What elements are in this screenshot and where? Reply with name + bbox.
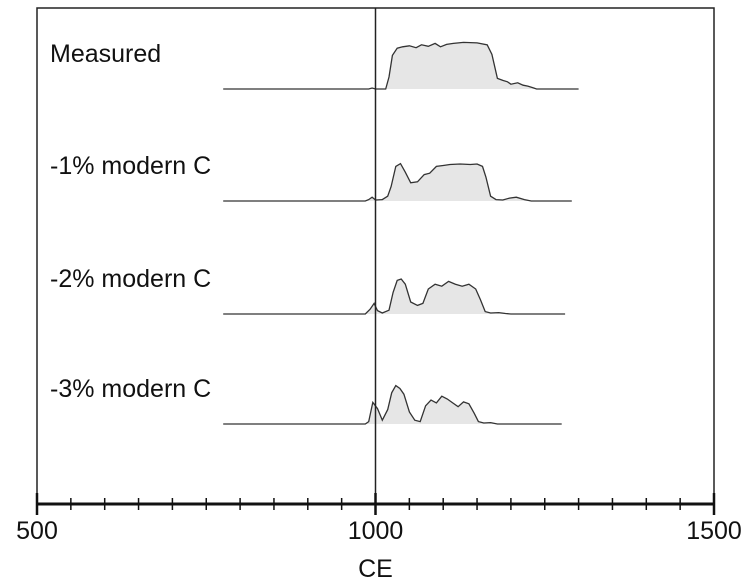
series-area — [223, 385, 562, 424]
x-tick-label: 1000 — [348, 517, 404, 545]
x-ticks-group: 500 1000 1500 — [16, 493, 742, 545]
x-axis-label: CE — [358, 555, 393, 583]
series-4: -3% modern C — [50, 375, 562, 425]
series-3: -2% modern C — [50, 265, 566, 315]
series-area — [223, 42, 579, 89]
series-label: Measured — [50, 40, 161, 68]
series-label: -3% modern C — [50, 375, 211, 403]
series-label: -2% modern C — [50, 265, 211, 293]
series-line — [223, 384, 562, 425]
series-area — [223, 163, 572, 201]
x-tick-label: 500 — [16, 517, 58, 545]
series-label: -1% modern C — [50, 152, 211, 180]
series-line — [223, 41, 579, 90]
series-line — [223, 162, 572, 202]
series-line — [223, 278, 566, 315]
series-area — [223, 279, 566, 314]
series-2: -1% modern C — [50, 152, 572, 202]
x-tick-label: 1500 — [686, 517, 742, 545]
series-group: Measured -1% modern C -2% modern C -3% mode… — [50, 40, 579, 425]
series-1: Measured — [50, 40, 579, 90]
